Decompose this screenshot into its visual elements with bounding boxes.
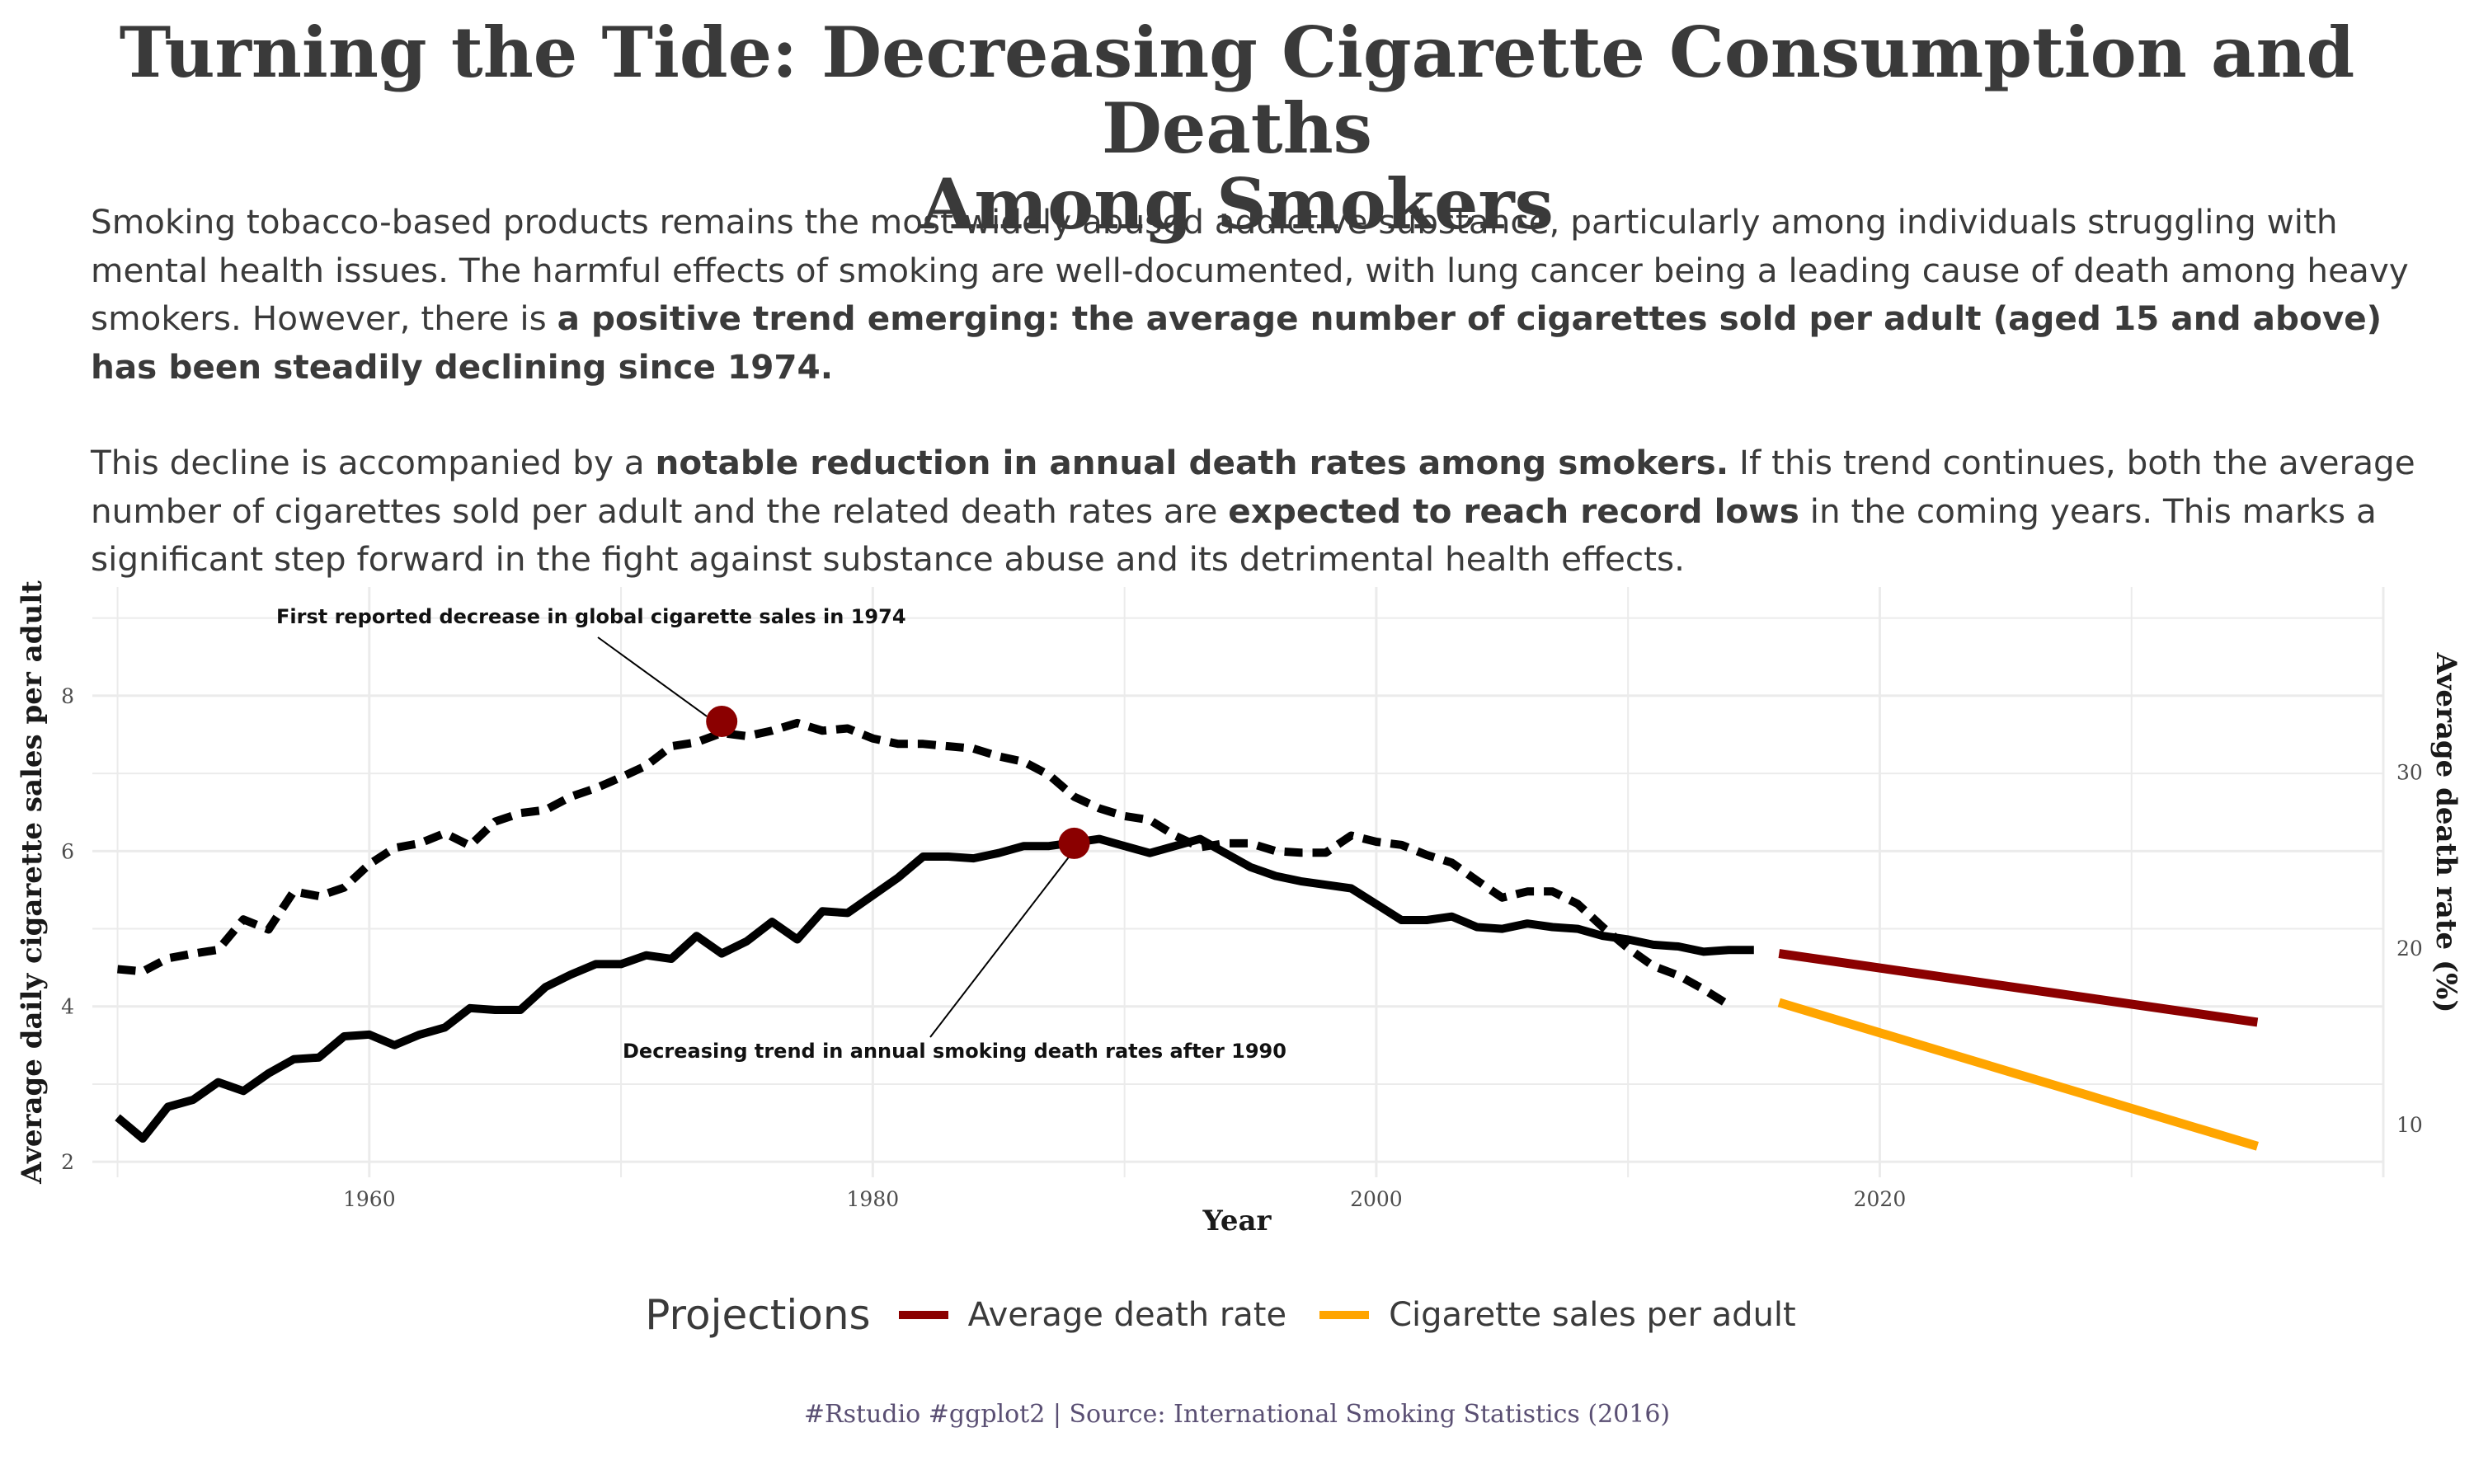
y2-tick-label: 10 xyxy=(2396,1113,2423,1137)
legend-label-cigarette-sales: Cigarette sales per adult xyxy=(1389,1296,1796,1334)
subtitle-p2-text-2: If this trend continues, both the averag… xyxy=(91,443,2415,531)
x-tick-label: 2020 xyxy=(1854,1187,1907,1211)
legend: Projections Average death rate Cigarette… xyxy=(0,1291,2474,1339)
legend-item-cigarette-sales: Cigarette sales per adult xyxy=(1319,1296,1796,1334)
subtitle-p2-text-3: in the coming years. This marks a signif… xyxy=(91,491,2377,580)
chart-caption: #Rstudio #ggplot2 | Source: Internationa… xyxy=(803,1400,1671,1429)
annotation-leader-1990 xyxy=(929,856,1070,1038)
y2-axis-title: Average death rate (%) xyxy=(2429,652,2462,1013)
y-tick-label: 2 xyxy=(61,1150,74,1174)
chart-title: Turning the Tide: Decreasing Cigarette C… xyxy=(0,15,2474,242)
projection-death-rate-line xyxy=(1778,949,2259,1027)
subtitle-p1-highlight: a positive trend emerging: the average n… xyxy=(91,298,2382,387)
x-tick-label: 1960 xyxy=(343,1187,396,1211)
grid-lines xyxy=(92,587,2385,1177)
annotation-point-1974 xyxy=(706,705,738,737)
annotation-label-1974: First reported decrease in global cigare… xyxy=(276,605,906,628)
chart-axes: 1960 1980 2000 2020 2 4 6 8 10 20 30 Year Average da… xyxy=(16,580,2462,1237)
y-axis-title: Average daily cigarette sales per adult xyxy=(16,580,49,1185)
legend-key-death-rate xyxy=(898,1311,948,1319)
series-death-rate-line xyxy=(115,834,1754,1143)
chart-title-line-1: Turning the Tide: Decreasing Cigarette C… xyxy=(119,12,2355,169)
subtitle-paragraph-2: This decline is accompanied by a notable… xyxy=(91,439,2449,584)
y2-tick-label: 20 xyxy=(2396,937,2423,960)
x-tick-label: 2000 xyxy=(1350,1187,1403,1211)
series-cigarette-sales-line xyxy=(117,718,1731,1009)
chart-series xyxy=(115,718,2259,1151)
subtitle-p1-text: Smoking tobacco-based products remains t… xyxy=(91,202,2409,338)
subtitle-paragraph-1: Smoking tobacco-based products remains t… xyxy=(91,198,2449,391)
chart-title-line-2: Among Smokers xyxy=(920,163,1554,245)
subtitle-p2-highlight-1: notable reduction in annual death rates … xyxy=(655,443,1729,482)
x-axis-title: Year xyxy=(1202,1205,1272,1237)
chart-subtitle: Smoking tobacco-based products remains t… xyxy=(91,198,2449,584)
y-tick-label: 4 xyxy=(61,995,74,1019)
annotation-leader-1974 xyxy=(597,636,708,717)
y-tick-label: 6 xyxy=(61,839,74,863)
legend-key-cigarette-sales xyxy=(1319,1311,1370,1319)
annotation-point-1988 xyxy=(1058,827,1090,859)
projection-cigarette-sales-line xyxy=(1777,998,2259,1151)
subtitle-p2-text-1: This decline is accompanied by a xyxy=(91,443,656,482)
y-tick-label: 8 xyxy=(61,684,74,708)
annotation-label-1990: Decreasing trend in annual smoking death… xyxy=(623,1040,1286,1063)
legend-item-death-rate: Average death rate xyxy=(898,1296,1287,1334)
legend-label-death-rate: Average death rate xyxy=(967,1296,1287,1334)
y2-tick-label: 30 xyxy=(2396,760,2423,784)
legend-title: Projections xyxy=(645,1291,871,1339)
x-tick-label: 1980 xyxy=(847,1187,900,1211)
subtitle-p2-highlight-2: expected to reach record lows xyxy=(1228,491,1799,531)
chart-annotations: First reported decrease in global cigare… xyxy=(276,605,1286,1063)
